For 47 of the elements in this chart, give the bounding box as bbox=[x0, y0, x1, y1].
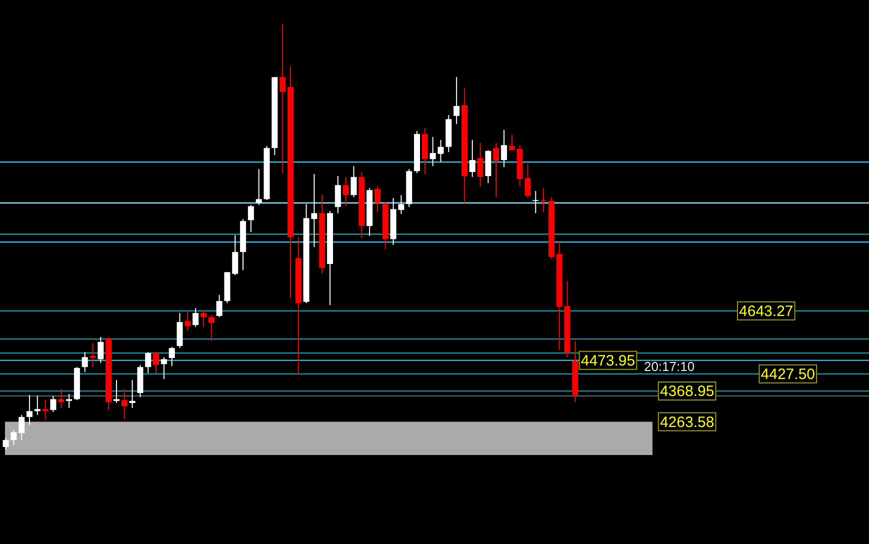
candlestick bbox=[58, 388, 64, 408]
ref-line-label: 4643.27 bbox=[739, 302, 794, 320]
candlestick bbox=[184, 312, 191, 332]
ref-line-label: 4368.95 bbox=[660, 383, 714, 400]
candlestick bbox=[342, 176, 349, 207]
ref-line-label: 4473.95 bbox=[580, 352, 636, 370]
candlestick bbox=[153, 352, 160, 374]
candlestick bbox=[98, 336, 104, 364]
candlestick bbox=[145, 352, 152, 374]
candlestick bbox=[34, 395, 40, 416]
candlestick bbox=[334, 176, 341, 214]
candlestick bbox=[168, 346, 175, 367]
candlestick bbox=[176, 312, 183, 349]
candlestick bbox=[248, 204, 254, 233]
candlestick bbox=[90, 342, 96, 368]
candlestick bbox=[454, 76, 460, 125]
candlestick bbox=[280, 23, 286, 174]
candlestick bbox=[18, 414, 25, 441]
candlestick bbox=[256, 168, 262, 206]
candlestick bbox=[493, 142, 500, 198]
candlestick bbox=[50, 395, 56, 413]
candlestick bbox=[26, 394, 33, 426]
candlestick bbox=[114, 379, 120, 404]
candlestick bbox=[540, 188, 547, 212]
candlestick bbox=[192, 308, 199, 328]
band-label: 4263.58 bbox=[660, 414, 714, 431]
candlestick bbox=[66, 393, 72, 408]
candlestick bbox=[216, 294, 222, 318]
candlestick bbox=[500, 129, 507, 168]
candlestick bbox=[129, 379, 136, 408]
candlestick bbox=[82, 352, 88, 373]
text: 20:17:10 bbox=[644, 359, 695, 374]
candlestick bbox=[42, 400, 48, 420]
candlestick bbox=[10, 430, 17, 446]
candlestick bbox=[121, 388, 128, 420]
candlestick bbox=[532, 190, 539, 214]
candlestick bbox=[160, 356, 167, 380]
candlestick bbox=[469, 139, 476, 178]
candlestick bbox=[374, 186, 380, 212]
ref-line-label: 4427.50 bbox=[760, 366, 816, 383]
candlestick bbox=[200, 310, 206, 328]
candlestick bbox=[350, 166, 357, 198]
candlestick bbox=[2, 438, 9, 450]
candlestick bbox=[208, 314, 214, 342]
candlestick bbox=[508, 134, 515, 151]
candlestick bbox=[477, 142, 484, 188]
candlestick bbox=[232, 234, 238, 276]
